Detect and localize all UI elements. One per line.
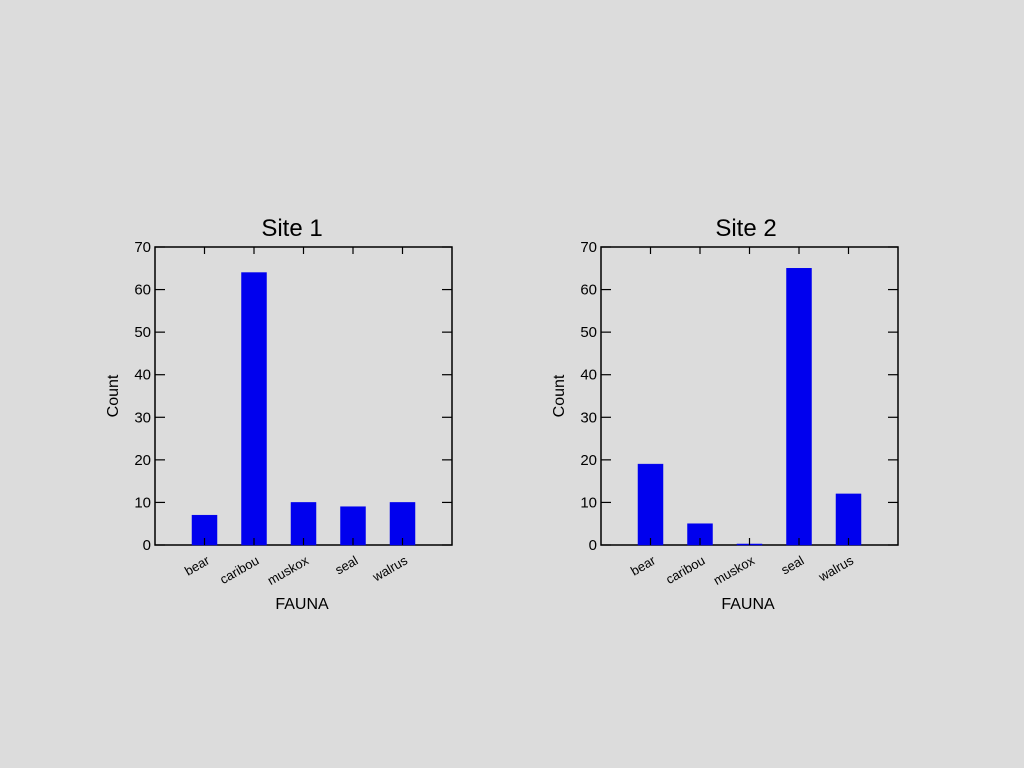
chart-title: Site 2 <box>715 215 776 242</box>
chart-panel-2: Site 2 Count FAUNA 0 10 20 30 40 50 60 70 bear c… <box>551 215 899 613</box>
y-tick-label: 70 <box>580 239 597 256</box>
y-tick-label: 60 <box>580 282 597 299</box>
y-tick-label: 30 <box>580 409 597 426</box>
y-tick-label: 30 <box>134 409 151 426</box>
y-axis-label: Count <box>551 374 568 417</box>
y-tick-label: 0 <box>589 537 597 554</box>
y-tick-label: 0 <box>143 537 151 554</box>
bar-caribou <box>241 272 267 546</box>
x-tick-label: caribou <box>217 553 261 587</box>
bar-seal <box>340 506 366 546</box>
plot-area <box>154 246 453 546</box>
bar-walrus <box>835 493 862 546</box>
y-tick-label: 10 <box>134 494 151 511</box>
bar-bear <box>637 463 664 546</box>
y-tick-label: 60 <box>134 282 151 299</box>
x-tick-label: walrus <box>815 552 856 585</box>
x-axis-label: FAUNA <box>275 596 329 613</box>
bar-walrus <box>389 502 416 546</box>
x-tick-label: bear <box>182 552 213 578</box>
bar-group <box>191 272 416 546</box>
y-ticks: 0 10 20 30 40 50 60 70 <box>134 239 452 554</box>
x-tick-label: muskox <box>265 552 312 588</box>
x-axis-label: FAUNA <box>721 596 775 613</box>
x-tick-label: muskox <box>711 552 758 588</box>
bar-muskox <box>290 502 317 546</box>
bar-seal <box>786 268 812 546</box>
x-tick-label: seal <box>778 553 806 578</box>
y-tick-label: 40 <box>134 367 151 384</box>
x-tick-label: caribou <box>663 553 707 587</box>
y-tick-label: 20 <box>580 452 597 469</box>
y-tick-label: 40 <box>580 367 597 384</box>
x-tick-label: bear <box>628 552 659 578</box>
bar-group <box>637 268 862 546</box>
y-tick-label: 50 <box>134 324 151 341</box>
x-tick-label: seal <box>332 553 360 578</box>
chart-title: Site 1 <box>261 215 322 242</box>
y-tick-label: 10 <box>580 494 597 511</box>
chart-panel-1: Site 1 Count FAUNA 0 10 20 30 40 50 60 70 bear c… <box>105 215 453 613</box>
y-tick-label: 20 <box>134 452 151 469</box>
y-axis-label: Count <box>105 374 122 417</box>
x-tick-label: walrus <box>369 552 410 585</box>
y-tick-label: 50 <box>580 324 597 341</box>
y-ticks: 0 10 20 30 40 50 60 70 <box>580 239 898 554</box>
y-tick-label: 70 <box>134 239 151 256</box>
